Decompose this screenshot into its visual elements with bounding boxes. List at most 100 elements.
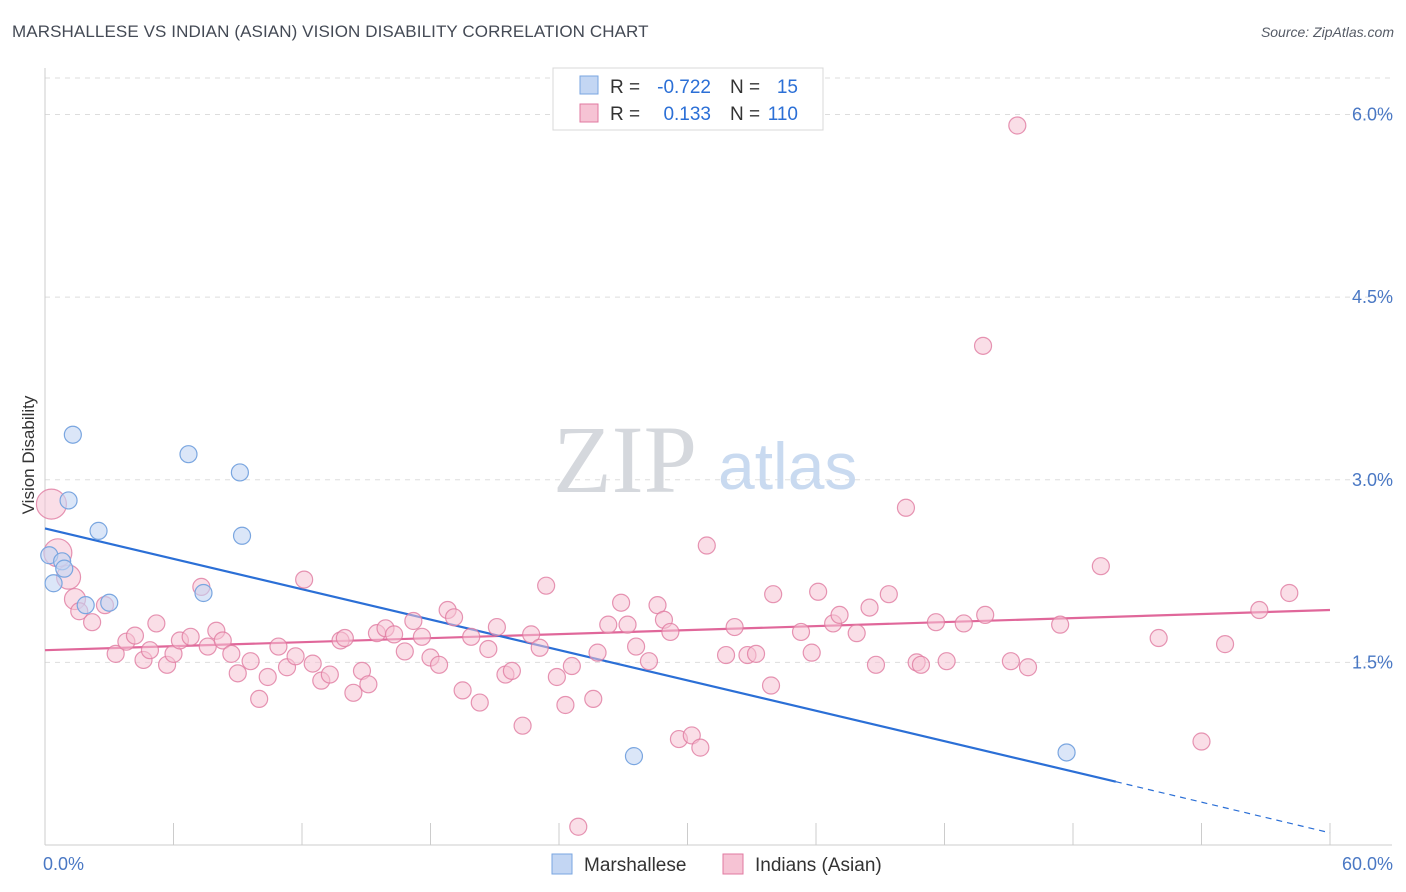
y-axis-label: Vision Disability: [19, 395, 38, 514]
point-indians-45: [429, 655, 449, 674]
point-indians-32: [320, 665, 339, 684]
point-indians-80: [746, 644, 766, 663]
trend-lines: [44, 527, 1331, 834]
point-indians-67: [618, 615, 637, 634]
point-indians-91: [879, 585, 898, 604]
point-indians-65: [599, 615, 618, 634]
point-marshallese-11: [230, 463, 249, 482]
point-indians-47: [444, 608, 464, 627]
point-indians-64: [588, 643, 607, 662]
point-indians-75: [691, 738, 710, 757]
point-indians-22: [228, 664, 247, 683]
point-indians-30: [303, 654, 322, 673]
point-indians-68: [626, 637, 646, 656]
point-marshallese-1: [44, 574, 63, 593]
bottom-legend-marshallese: Marshallese: [584, 855, 686, 876]
point-indians-101: [1008, 116, 1027, 135]
grid-lines: [45, 77, 1392, 663]
point-indians-102: [1018, 658, 1038, 677]
bottom-legend-indians: Indians (Asian): [755, 855, 882, 876]
point-indians-51: [479, 639, 498, 659]
point-marshallese-5: [63, 425, 82, 444]
legend-n-label-2: N =: [730, 104, 760, 125]
point-indians-85: [809, 582, 828, 601]
point-indians-35: [344, 683, 363, 702]
point-marshallese-7: [89, 521, 108, 540]
point-indians-92: [896, 498, 916, 517]
point-indians-37: [359, 675, 378, 694]
point-indians-34: [335, 628, 354, 648]
point-indians-87: [830, 605, 849, 625]
point-indians-28: [286, 647, 305, 666]
point-indians-50: [470, 693, 489, 712]
point-indians-42: [404, 611, 423, 631]
point-indians-90: [866, 655, 886, 674]
watermark-zip: ZIP: [553, 406, 697, 513]
point-marshallese-10: [194, 583, 213, 603]
data-points: [35, 116, 1299, 836]
point-indians-107: [1280, 583, 1299, 603]
point-indians-29: [295, 570, 314, 589]
axes: [44, 68, 1392, 846]
point-marshallese-9: [179, 445, 198, 464]
point-indians-66: [612, 593, 631, 612]
chart-title: MARSHALLESE VS INDIAN (ASIAN) VISION DIS…: [12, 22, 649, 41]
point-indians-60: [556, 695, 575, 715]
point-indians-89: [860, 598, 879, 617]
bottom-legend-swatch-indians: [722, 853, 744, 875]
watermark-atlas: atlas: [718, 429, 857, 503]
point-indians-84: [802, 643, 821, 662]
point-indians-16: [181, 627, 200, 646]
point-indians-58: [537, 576, 556, 595]
trend-line-marshallese: [44, 527, 1117, 783]
y-tick-label-0: 1.5%: [1352, 652, 1393, 672]
stats-legend: R = -0.722 N = 15 R = 0.133 N = 110: [552, 67, 824, 131]
point-indians-100: [1001, 652, 1020, 671]
point-indians-7: [106, 644, 125, 663]
point-indians-59: [547, 667, 566, 687]
legend-r-value-1: -0.722: [657, 77, 711, 98]
point-indians-57: [530, 638, 549, 657]
point-marshallese-14: [1057, 743, 1076, 762]
point-indians-54: [502, 661, 521, 681]
point-indians-95: [926, 613, 946, 632]
point-indians-82: [764, 585, 783, 604]
point-indians-49: [462, 627, 481, 646]
point-indians-43: [412, 627, 432, 646]
legend-r-label-2: R =: [610, 104, 640, 125]
point-indians-88: [847, 624, 866, 643]
watermark: ZIP atlas: [553, 406, 857, 513]
point-marshallese-13: [624, 747, 644, 766]
legend-swatch-marshallese: [579, 75, 599, 95]
point-indians-61: [562, 656, 581, 676]
point-indians-98: [973, 336, 993, 355]
y-tick-label-1: 3.0%: [1352, 470, 1393, 490]
point-indians-78: [725, 617, 744, 637]
point-indians-56: [522, 625, 541, 644]
point-indians-23: [241, 652, 260, 671]
point-indians-83: [791, 622, 811, 642]
legend-n-value-2: 110: [768, 104, 798, 125]
point-marshallese-4: [59, 491, 78, 510]
point-indians-77: [716, 645, 736, 665]
point-indians-106: [1215, 635, 1235, 654]
trend-line-marshallese-extension: [1115, 781, 1331, 834]
point-indians-26: [269, 637, 288, 656]
point-indians-5: [83, 613, 102, 632]
point-marshallese-3: [55, 559, 74, 578]
y-tick-label-3: 6.0%: [1352, 105, 1393, 125]
point-marshallese-6: [76, 596, 95, 615]
y-tick-label-2: 4.5%: [1352, 287, 1393, 307]
legend-r-label-1: R =: [610, 77, 640, 98]
point-indians-21: [222, 644, 241, 663]
point-indians-12: [147, 614, 166, 633]
series-legend: Marshallese Indians (Asian): [551, 853, 882, 876]
point-indians-24: [250, 689, 269, 709]
point-indians-96: [937, 652, 956, 671]
point-indians-63: [584, 689, 603, 709]
legend-swatch-indians: [579, 103, 599, 123]
point-indians-104: [1091, 557, 1110, 576]
point-marshallese-12: [232, 526, 252, 545]
point-indians-62: [569, 817, 588, 836]
point-indians-25: [258, 667, 277, 687]
